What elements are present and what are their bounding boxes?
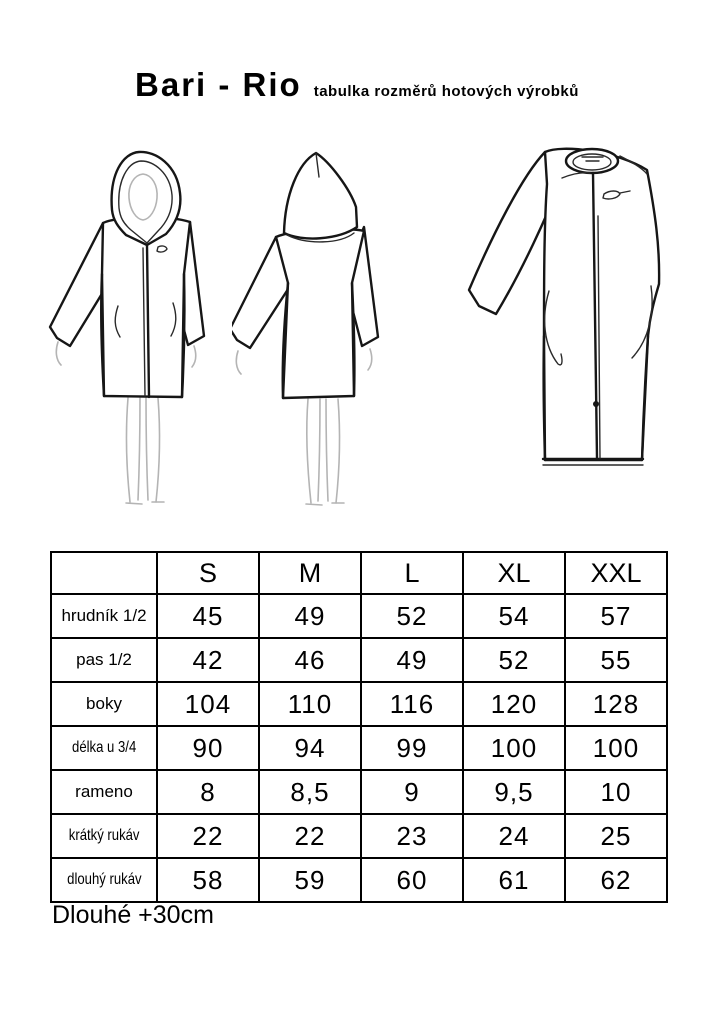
size-value: 46 [294, 644, 326, 675]
size-value: 55 [600, 644, 632, 675]
table-row-rameno: rameno 8 8,5 9 9,5 10 [50, 769, 668, 815]
size-value: 57 [600, 600, 632, 631]
row-label: dlouhý rukáv [66, 871, 142, 888]
table-row-pas: pas 1/2 42 46 49 52 55 [50, 637, 668, 683]
size-value: 100 [490, 732, 538, 763]
size-value: 8 [200, 776, 216, 807]
title-row: Bari - Rio tabulka rozměrů hotových výro… [0, 66, 714, 104]
size-col-header-l: L [360, 551, 464, 595]
size-value: 49 [396, 644, 428, 675]
size-value: 99 [396, 732, 428, 763]
size-value: 49 [294, 600, 326, 631]
size-value: 60 [396, 864, 428, 895]
size-value: 62 [600, 864, 632, 895]
size-value: 8,5 [290, 776, 330, 807]
size-value: 22 [192, 820, 224, 851]
size-col-header-xxl: XXL [564, 551, 668, 595]
size-value: 104 [184, 688, 232, 719]
table-row-boky: boky 104 110 116 120 128 [50, 681, 668, 727]
size-col-header-xl: XL [462, 551, 566, 595]
size-value: 52 [498, 644, 530, 675]
size-value: 59 [294, 864, 326, 895]
row-label: hrudník 1/2 [61, 606, 147, 625]
size-value: 9 [404, 776, 420, 807]
size-value: 61 [498, 864, 530, 895]
table-row-hrudnik: hrudník 1/2 45 49 52 54 57 [50, 593, 668, 639]
long-version-footnote: Dlouhé +30cm [52, 901, 214, 929]
size-value: 9,5 [494, 776, 534, 807]
size-value: 52 [396, 600, 428, 631]
size-value: 24 [498, 820, 530, 851]
size-col-header-m: M [258, 551, 362, 595]
size-value: 25 [600, 820, 632, 851]
size-value: 58 [192, 864, 224, 895]
page-subtitle: tabulka rozměrů hotových výrobků [313, 83, 579, 100]
row-label: rameno [75, 782, 133, 801]
size-col-header-s: S [156, 551, 260, 595]
size-value: 22 [294, 820, 326, 851]
size-value: 100 [592, 732, 640, 763]
size-value: 128 [592, 688, 640, 719]
size-value: 42 [192, 644, 224, 675]
size-value: 23 [396, 820, 428, 851]
row-label: délka u 3/4 [71, 739, 137, 756]
table-row-kratky-rukav: krátký rukáv 22 22 23 24 25 [50, 813, 668, 859]
row-label: krátký rukáv [68, 827, 140, 844]
size-value: 54 [498, 600, 530, 631]
row-label: pas 1/2 [76, 650, 132, 669]
hooded-robe-back-view-drawing [232, 151, 380, 506]
table-row-delka: délka u 3/4 90 94 99 100 100 [50, 725, 668, 771]
long-robe-front-view-drawing [467, 147, 661, 466]
row-label: boky [86, 694, 122, 713]
size-value: 120 [490, 688, 538, 719]
size-value: 45 [192, 600, 224, 631]
size-table-corner-cell [50, 551, 158, 595]
size-table-header-row: S M L XL XXL [50, 551, 668, 595]
size-value: 90 [192, 732, 224, 763]
size-table: S M L XL XXL hrudník 1/2 45 49 52 54 57 … [50, 551, 668, 903]
hooded-robe-front-view-drawing [48, 150, 206, 505]
size-value: 10 [600, 776, 632, 807]
table-row-dlouhy-rukav: dlouhý rukáv 58 59 60 61 62 [50, 857, 668, 903]
size-value: 110 [287, 688, 333, 719]
size-value: 94 [294, 732, 326, 763]
page-title: Bari - Rio [135, 66, 302, 103]
size-value: 116 [389, 688, 435, 719]
